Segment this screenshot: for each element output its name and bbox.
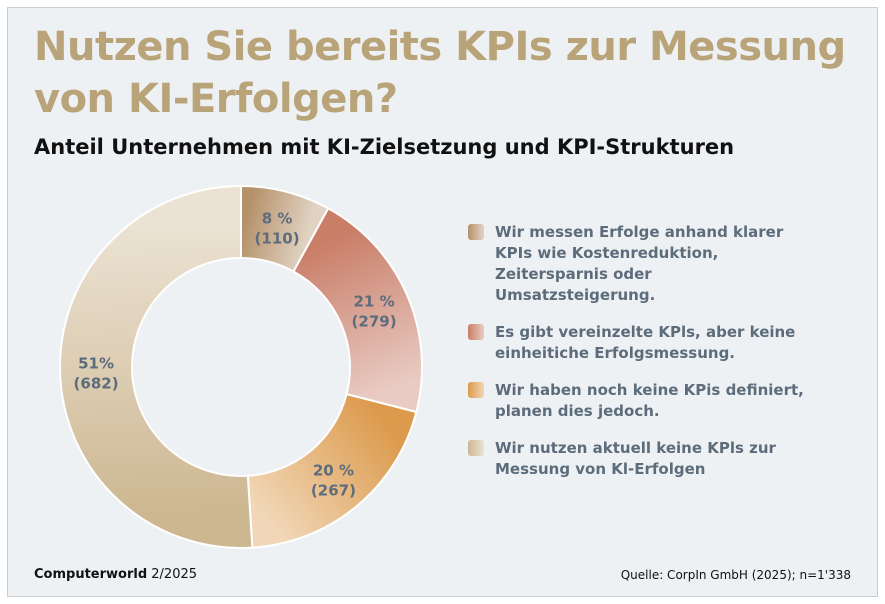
publication-credit: Computerworld 2/2025	[34, 567, 197, 582]
publication-issue: 2/2025	[151, 567, 198, 582]
legend-swatch	[468, 224, 484, 240]
legend-label: Es gibt vereinzelte KPls, aber keine ein…	[495, 323, 796, 362]
donut-labels: 8 % (110) 21 % (279) 20 % (267) 51% (682)	[74, 210, 397, 500]
donut-slices	[59, 184, 423, 549]
publication-name: Computerworld	[34, 567, 148, 582]
donut-slice	[59, 184, 254, 549]
slice-percent-label: 21 %	[354, 292, 395, 310]
legend-item: Wir messen Erfolge anhand klarer KPIs wi…	[468, 222, 808, 306]
donut-slice	[246, 392, 418, 549]
donut-slice	[292, 207, 423, 414]
legend-swatch	[468, 324, 484, 340]
legend-item: Wir nutzen aktuell keine KPls zur Messun…	[468, 438, 808, 480]
slice-count-label: (110)	[255, 230, 300, 248]
slice-count-label: (267)	[311, 482, 356, 500]
source-note: Quelle: CorpIn GmbH (2025); n=1'338	[620, 568, 851, 582]
slice-count-label: (279)	[352, 312, 397, 330]
legend-item: Es gibt vereinzelte KPls, aber keine ein…	[468, 322, 808, 364]
slice-percent-label: 8 %	[262, 210, 293, 228]
slice-count-label: (682)	[74, 375, 119, 393]
chart-subtitle: Anteil Unternehmen mit KI-Zielsetzung un…	[34, 135, 735, 159]
slice-percent-label: 51%	[78, 355, 114, 373]
legend: Wir messen Erfolge anhand klarer KPIs wi…	[468, 222, 808, 480]
legend-item: Wir haben noch keine KPis definiert, pla…	[468, 380, 808, 422]
slice-percent-label: 20 %	[313, 462, 354, 480]
chart-title: Nutzen Sie bereits KPIs zur Messung von …	[34, 24, 846, 122]
legend-label: Wir nutzen aktuell keine KPls zur Messun…	[495, 439, 776, 478]
legend-label: Wir haben noch keine KPis definiert, pla…	[495, 381, 804, 420]
legend-label: Wir messen Erfolge anhand klarer KPIs wi…	[495, 223, 784, 304]
legend-swatch	[468, 440, 484, 456]
legend-swatch	[468, 382, 484, 398]
